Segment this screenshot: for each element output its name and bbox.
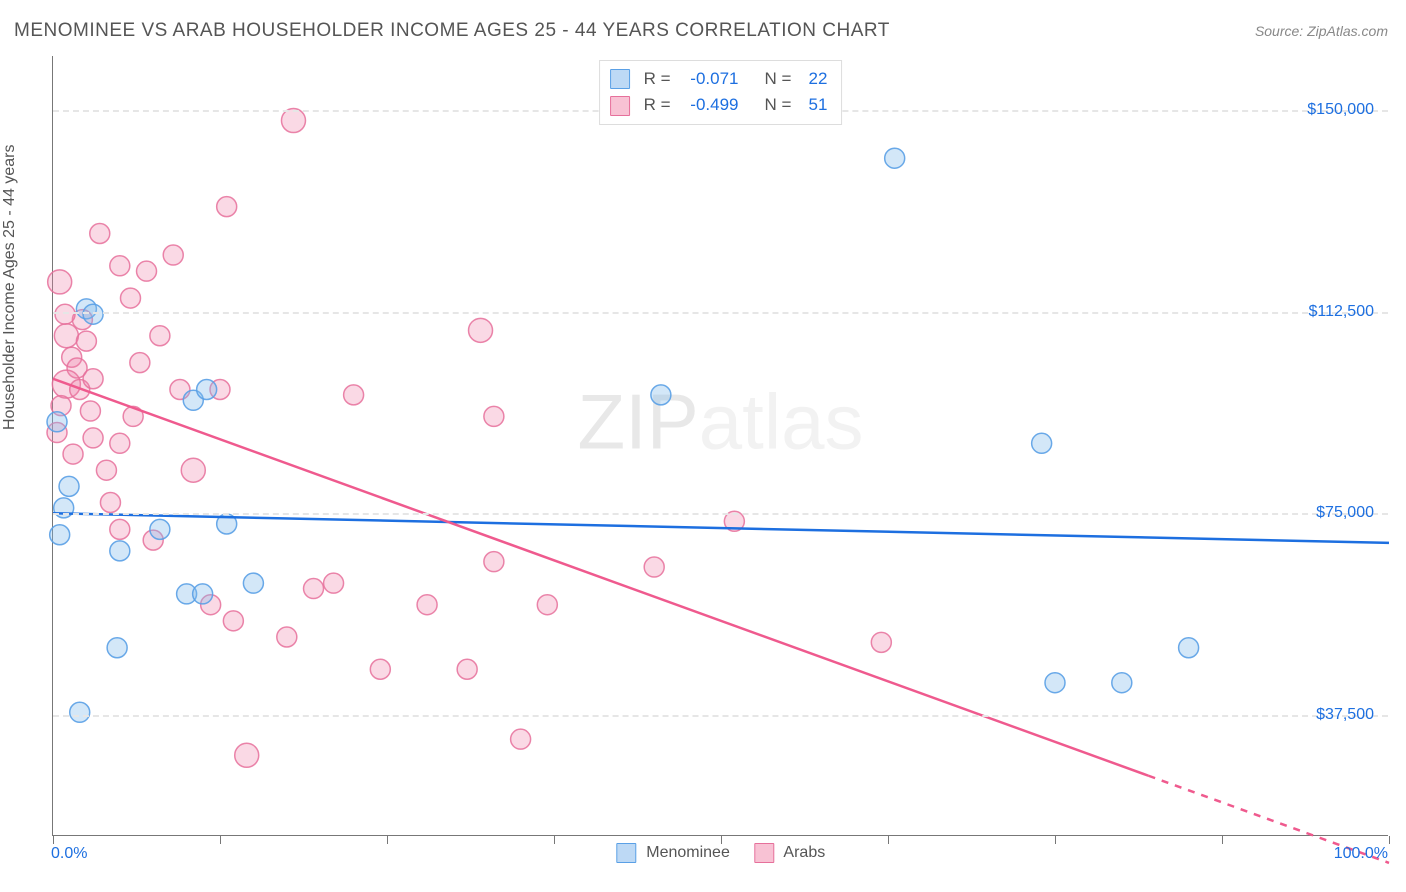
scatter-point (130, 353, 150, 373)
scatter-point (90, 224, 110, 244)
n-value: 51 (799, 92, 827, 118)
r-value: -0.071 (679, 66, 739, 92)
y-axis-label: Householder Income Ages 25 - 44 years (1, 145, 19, 431)
gridline (53, 715, 1388, 717)
scatter-point (370, 659, 390, 679)
scatter-point (120, 288, 140, 308)
x-tick (220, 836, 221, 844)
y-tick-label: $75,000 (1316, 504, 1374, 522)
scatter-point (304, 579, 324, 599)
scatter-point (511, 729, 531, 749)
stats-row-arabs: R = -0.499 N = 51 (610, 92, 828, 118)
x-tick (53, 836, 54, 844)
scatter-point (1032, 433, 1052, 453)
scatter-point (217, 197, 237, 217)
scatter-point (417, 595, 437, 615)
scatter-point (193, 584, 213, 604)
x-tick-label-max: 100.0% (1334, 845, 1388, 863)
x-tick (888, 836, 889, 844)
x-tick (387, 836, 388, 844)
scatter-point (137, 261, 157, 281)
scatter-point (50, 525, 70, 545)
x-tick (1389, 836, 1390, 844)
scatter-point (243, 573, 263, 593)
scatter-point (324, 573, 344, 593)
y-tick-label: $150,000 (1307, 101, 1374, 119)
scatter-point (197, 380, 217, 400)
scatter-point (651, 385, 671, 405)
scatter-point (83, 428, 103, 448)
scatter-point (83, 304, 103, 324)
scatter-point (223, 611, 243, 631)
scatter-point (150, 519, 170, 539)
gridline (53, 312, 1388, 314)
r-label: R = (644, 66, 671, 92)
scatter-point (96, 460, 116, 480)
scatter-point (871, 632, 891, 652)
scatter-point (1179, 638, 1199, 658)
swatch-blue-icon (616, 843, 636, 863)
y-tick-label: $112,500 (1308, 303, 1374, 321)
scatter-point (107, 638, 127, 658)
scatter-point (70, 702, 90, 722)
scatter-point (110, 541, 130, 561)
swatch-pink-icon (610, 96, 630, 116)
legend-label: Arabs (783, 844, 825, 861)
stats-legend: R = -0.071 N = 22 R = -0.499 N = 51 (599, 60, 843, 125)
scatter-point (281, 109, 305, 133)
scatter-point (457, 659, 477, 679)
scatter-point (59, 476, 79, 496)
r-value: -0.499 (679, 92, 739, 118)
legend-label: Menominee (646, 844, 730, 861)
plot-area: ZIPatlas R = -0.071 N = 22 R = -0.499 N … (52, 56, 1388, 836)
scatter-point (150, 326, 170, 346)
x-tick (721, 836, 722, 844)
x-tick (554, 836, 555, 844)
chart-svg (53, 56, 1388, 835)
chart-title: MENOMINEE VS ARAB HOUSEHOLDER INCOME AGE… (14, 20, 890, 42)
series-legend: Menominee Arabs (616, 843, 825, 863)
scatter-point (644, 557, 664, 577)
scatter-point (110, 433, 130, 453)
trend-line (53, 513, 1389, 543)
scatter-point (537, 595, 557, 615)
x-tick-label-min: 0.0% (51, 845, 87, 863)
scatter-point (110, 256, 130, 276)
source-label: Source: ZipAtlas.com (1255, 23, 1388, 39)
n-label: N = (765, 66, 792, 92)
scatter-point (277, 627, 297, 647)
scatter-point (100, 492, 120, 512)
scatter-point (235, 743, 259, 767)
y-tick-label: $37,500 (1316, 706, 1374, 724)
scatter-point (54, 324, 78, 348)
scatter-point (885, 148, 905, 168)
stats-row-menominee: R = -0.071 N = 22 (610, 66, 828, 92)
scatter-point (469, 318, 493, 342)
x-tick (1222, 836, 1223, 844)
swatch-blue-icon (610, 69, 630, 89)
x-tick (1055, 836, 1056, 844)
scatter-point (344, 385, 364, 405)
scatter-point (83, 369, 103, 389)
n-label: N = (765, 92, 792, 118)
scatter-point (76, 331, 96, 351)
scatter-point (48, 270, 72, 294)
scatter-point (181, 458, 205, 482)
scatter-point (163, 245, 183, 265)
r-label: R = (644, 92, 671, 118)
scatter-point (63, 444, 83, 464)
scatter-point (110, 519, 130, 539)
gridline (53, 513, 1388, 515)
swatch-pink-icon (754, 843, 774, 863)
scatter-point (1045, 673, 1065, 693)
scatter-point (1112, 673, 1132, 693)
scatter-point (484, 552, 504, 572)
scatter-point (55, 304, 75, 324)
scatter-point (80, 401, 100, 421)
scatter-point (484, 406, 504, 426)
legend-item-arabs: Arabs (754, 843, 825, 863)
legend-item-menominee: Menominee (616, 843, 730, 863)
scatter-point (47, 412, 67, 432)
n-value: 22 (799, 66, 827, 92)
